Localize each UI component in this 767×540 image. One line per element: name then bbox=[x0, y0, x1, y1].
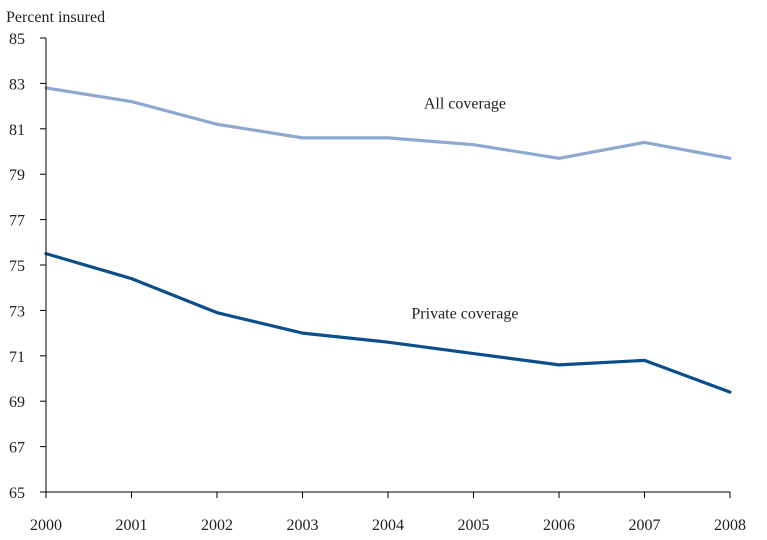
y-tick-label: 85 bbox=[9, 31, 25, 48]
series-labels: All coverage Private coverage bbox=[411, 95, 518, 322]
y-tick-label: 77 bbox=[9, 213, 25, 230]
y-tick-label: 81 bbox=[9, 122, 25, 139]
x-tick-label: 2006 bbox=[543, 517, 575, 534]
series-line-all-coverage bbox=[44, 86, 732, 160]
x-tick-label: 2000 bbox=[30, 517, 62, 534]
y-tick-label: 71 bbox=[9, 349, 25, 366]
series-label-private-coverage: Private coverage bbox=[411, 305, 518, 322]
x-tick-label: 2008 bbox=[714, 517, 746, 534]
series-line-private-coverage bbox=[44, 252, 732, 394]
y-tick-label: 67 bbox=[9, 440, 25, 457]
y-tick-label: 65 bbox=[9, 485, 25, 502]
x-tick-label: 2002 bbox=[201, 517, 233, 534]
x-tick-label: 2007 bbox=[629, 517, 661, 534]
x-tick-label: 2004 bbox=[372, 517, 404, 534]
y-axis: 65 67 69 71 73 75 77 79 81 83 85 bbox=[9, 31, 46, 502]
y-tick-label: 75 bbox=[9, 258, 25, 275]
y-axis-title: Percent insured bbox=[6, 9, 105, 26]
y-tick-label: 73 bbox=[9, 303, 25, 320]
x-axis: 2000 2001 2002 2003 2004 2005 2006 2007 2008 bbox=[30, 492, 746, 534]
series-label-all-coverage: All coverage bbox=[424, 95, 506, 112]
x-tick-label: 2001 bbox=[116, 517, 148, 534]
x-tick-label: 2005 bbox=[458, 517, 490, 534]
y-tick-label: 69 bbox=[9, 394, 25, 411]
y-tick-label: 79 bbox=[9, 167, 25, 184]
x-tick-label: 2003 bbox=[287, 517, 319, 534]
y-tick-label: 83 bbox=[9, 76, 25, 93]
series-lines bbox=[44, 86, 732, 394]
